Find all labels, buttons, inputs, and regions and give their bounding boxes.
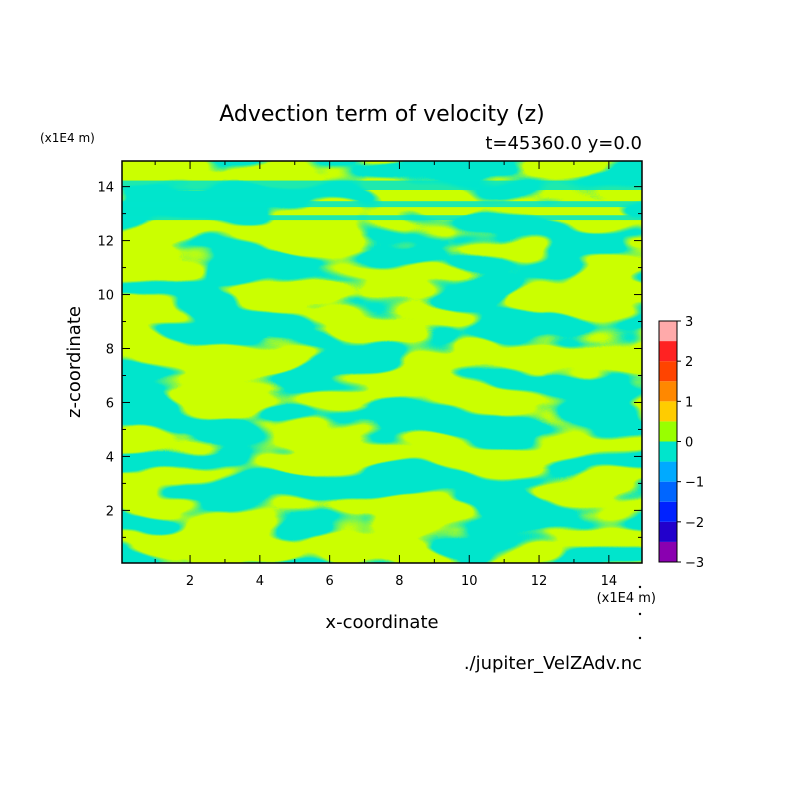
colorbar-tick-label: −1 — [685, 476, 704, 491]
colorbar-tick-label: 0 — [685, 436, 693, 451]
x-tick-label: 4 — [256, 574, 264, 589]
x-tick-label: 2 — [186, 574, 194, 589]
stray-dot — [638, 636, 642, 640]
y-tick-label: 12 — [97, 235, 114, 250]
colorbar-swatch — [659, 541, 677, 562]
y-tick-label: 4 — [106, 450, 114, 465]
x-unit-label: (x1E4 m) — [597, 591, 656, 606]
colorbar-swatch — [659, 521, 677, 542]
chart-title: Advection term of velocity (z) — [219, 102, 545, 127]
colorbar-swatch — [659, 421, 677, 442]
field-band — [122, 201, 642, 208]
plot-frame — [121, 160, 643, 564]
chart-subtitle: t=45360.0 y=0.0 — [485, 133, 642, 154]
field-bands — [122, 180, 642, 221]
colorbar-swatch — [659, 461, 677, 482]
stray-dot — [638, 612, 642, 616]
colorbar-tick-label: 3 — [685, 315, 693, 330]
x-tick-label: 8 — [395, 574, 403, 589]
colorbar-swatch — [659, 321, 677, 342]
plot-area — [122, 161, 642, 563]
x-tick-label: 10 — [461, 574, 478, 589]
y-unit-label: (x1E4 m) — [40, 131, 95, 145]
colorbar-swatch — [659, 501, 677, 522]
colorbar-swatch — [659, 361, 677, 382]
x-tick-label: 6 — [326, 574, 334, 589]
x-tick-label: 14 — [601, 574, 618, 589]
x-tick-label: 12 — [531, 574, 548, 589]
source-file-label: ./jupiter_VelZAdv.nc — [464, 653, 642, 674]
stray-dot — [638, 585, 642, 589]
stray-marks — [638, 585, 642, 640]
x-axis-ticks: 2 4 6 8 10 12 14 — [154, 161, 618, 589]
colorbar-swatch — [659, 481, 677, 502]
y-tick-label: 14 — [97, 181, 114, 196]
y-tick-label: 10 — [97, 289, 114, 304]
colorbar-tick-label: 2 — [685, 355, 693, 370]
colorbar-tick-label: 1 — [685, 395, 693, 410]
colorbar-swatch — [659, 381, 677, 402]
field-band — [122, 180, 642, 191]
field-positive-regions — [122, 161, 642, 563]
y-tick-label: 8 — [106, 343, 114, 358]
y-tick-label: 2 — [106, 504, 114, 519]
colorbar: 3 2 1 0 −1 −2 −3 — [658, 315, 704, 571]
colorbar-swatch — [659, 401, 677, 422]
colorbar-swatch — [659, 341, 677, 362]
field-band — [122, 215, 642, 221]
y-tick-label: 6 — [106, 396, 114, 411]
y-axis-title: z-coordinate — [64, 306, 85, 418]
colorbar-swatch — [659, 441, 677, 462]
y-axis-ticks: 2 4 6 8 10 12 14 — [97, 181, 642, 538]
colorbar-tick-label: −2 — [685, 516, 704, 531]
colorbar-tick-label: −3 — [685, 556, 704, 571]
x-axis-title: x-coordinate — [325, 612, 438, 633]
